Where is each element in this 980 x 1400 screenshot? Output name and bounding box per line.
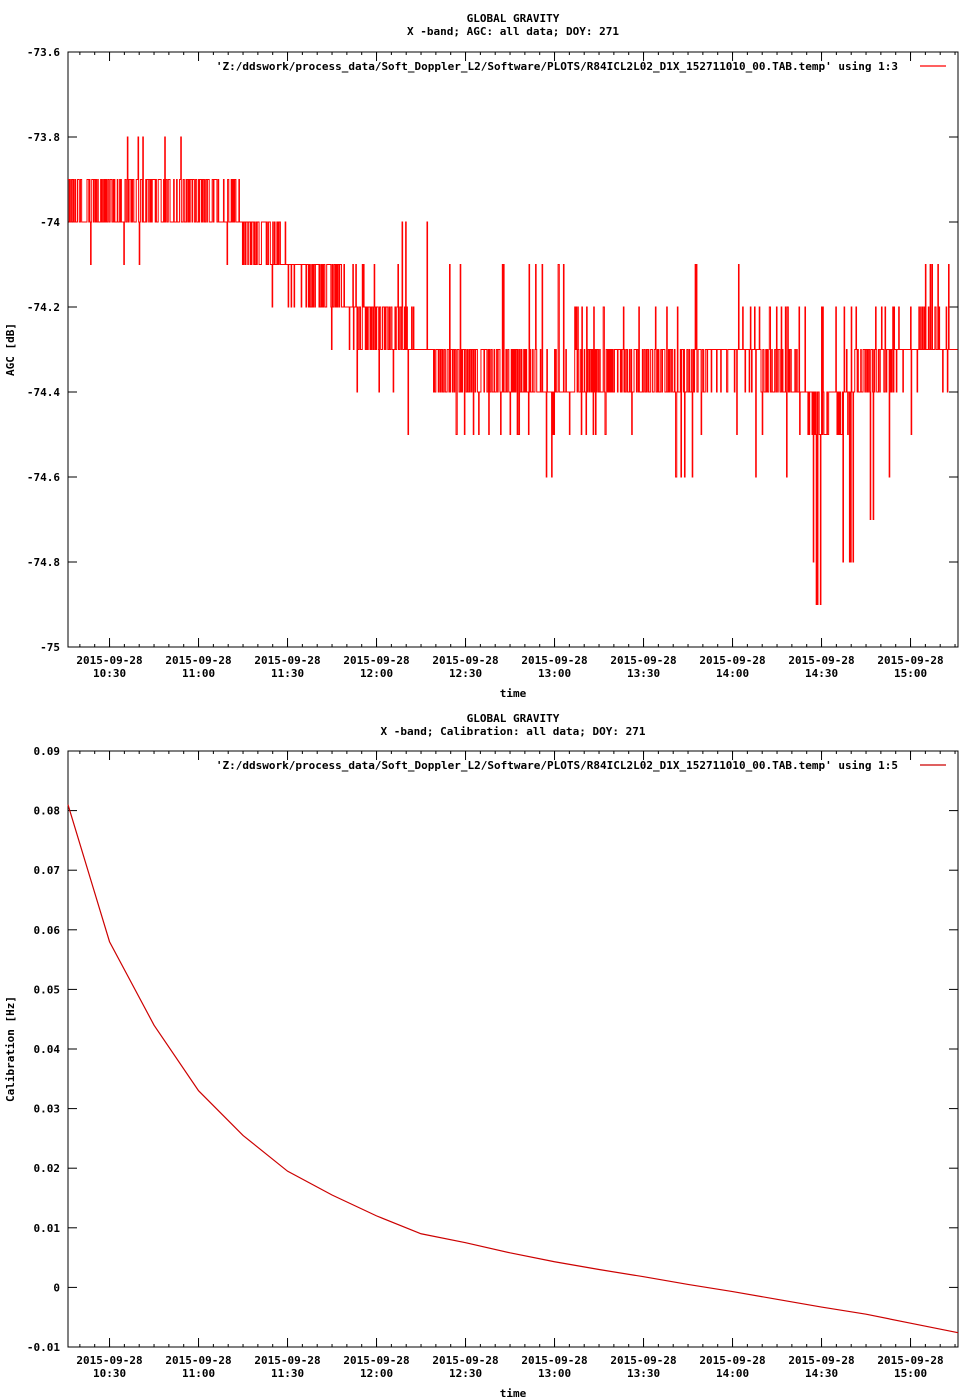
calibration-x-tick-date: 2015-09-28 [432, 1354, 498, 1367]
calibration-x-tick-date: 2015-09-28 [343, 1354, 409, 1367]
agc-x-tick-label: 11:00 [182, 667, 215, 680]
calibration-y-tick-label: -0.01 [27, 1341, 60, 1354]
calibration-y-tick-label: 0.05 [34, 983, 61, 996]
calibration-y-tick-label: 0.07 [34, 864, 61, 877]
calibration-x-tick-label: 12:30 [449, 1367, 482, 1380]
calibration-chart-title: GLOBAL GRAVITY [467, 712, 560, 725]
agc-series-line [68, 136, 958, 605]
agc-chart-subtitle: X -band; AGC: all data; DOY: 271 [407, 25, 619, 38]
agc-x-tick-date: 2015-09-28 [432, 654, 498, 667]
agc-y-tick-label: -74.8 [27, 556, 60, 569]
calibration-x-tick-date: 2015-09-28 [877, 1354, 943, 1367]
agc-plot-frame [67, 51, 959, 648]
agc-y-axis-label: AGC [dB] [4, 323, 17, 376]
calibration-y-tick-label: 0.03 [34, 1103, 61, 1116]
agc-x-tick-date: 2015-09-28 [165, 654, 231, 667]
agc-x-tick-label: 10:30 [93, 667, 126, 680]
agc-x-tick-label: 15:00 [894, 667, 927, 680]
calibration-x-axis-label: time [500, 1387, 527, 1400]
calibration-x-tick-date: 2015-09-28 [521, 1354, 587, 1367]
agc-x-tick-label: 13:00 [538, 667, 571, 680]
calibration-y-axis-label: Calibration [Hz] [4, 996, 17, 1102]
calibration-y-tick-label: 0.04 [34, 1043, 61, 1056]
calibration-series-line [67, 804, 959, 1334]
calibration-x-tick-label: 10:30 [93, 1367, 126, 1380]
calibration-x-tick-date: 2015-09-28 [699, 1354, 765, 1367]
agc-x-tick-date: 2015-09-28 [521, 654, 587, 667]
agc-x-tick-date: 2015-09-28 [254, 654, 320, 667]
calibration-y-tick-label: 0.02 [34, 1162, 61, 1175]
calibration-x-tick-date: 2015-09-28 [254, 1354, 320, 1367]
agc-y-tick-label: -73.8 [27, 131, 60, 144]
agc-chart-panel: GLOBAL GRAVITY X -band; AGC: all data; D… [4, 12, 959, 700]
calibration-x-tick-label: 11:30 [271, 1367, 304, 1380]
agc-y-tick-label: -73.6 [27, 46, 60, 59]
calibration-y-tick-label: 0.06 [34, 924, 61, 937]
agc-x-tick-date: 2015-09-28 [76, 654, 142, 667]
agc-x-tick-label: 12:30 [449, 667, 482, 680]
calibration-x-tick-date: 2015-09-28 [610, 1354, 676, 1367]
calibration-x-tick-date: 2015-09-28 [76, 1354, 142, 1367]
calibration-x-tick-label: 12:00 [360, 1367, 393, 1380]
agc-x-tick-label: 14:30 [805, 667, 838, 680]
calibration-x-tick-label: 11:00 [182, 1367, 215, 1380]
calibration-y-tick-label: 0 [53, 1281, 60, 1294]
calibration-x-tick-label: 15:00 [894, 1367, 927, 1380]
agc-x-tick-label: 13:30 [627, 667, 660, 680]
calibration-chart-subtitle: X -band; Calibration: all data; DOY: 271 [381, 725, 646, 738]
calibration-x-tick-date: 2015-09-28 [788, 1354, 854, 1367]
agc-x-tick-label: 12:00 [360, 667, 393, 680]
agc-y-tick-label: -74 [40, 216, 60, 229]
agc-y-tick-label: -75 [40, 641, 60, 654]
agc-x-tick-date: 2015-09-28 [699, 654, 765, 667]
calibration-plot-frame [67, 750, 959, 1348]
agc-y-tick-label: -74.6 [27, 471, 60, 484]
calibration-x-tick-date: 2015-09-28 [165, 1354, 231, 1367]
agc-x-tick-date: 2015-09-28 [343, 654, 409, 667]
agc-y-tick-label: -74.4 [27, 386, 60, 399]
agc-legend-label: 'Z:/ddswork/process_data/Soft_Doppler_L2… [216, 60, 898, 73]
agc-x-tick-date: 2015-09-28 [877, 654, 943, 667]
calibration-y-tick-label: 0.01 [34, 1222, 61, 1235]
calibration-chart-panel: GLOBAL GRAVITY X -band; Calibration: all… [4, 712, 959, 1400]
agc-y-tick-label: -74.2 [27, 301, 60, 314]
calibration-x-tick-label: 14:30 [805, 1367, 838, 1380]
agc-x-tick-date: 2015-09-28 [788, 654, 854, 667]
calibration-x-tick-label: 13:30 [627, 1367, 660, 1380]
agc-chart-title: GLOBAL GRAVITY [467, 12, 560, 25]
calibration-legend-label: 'Z:/ddswork/process_data/Soft_Doppler_L2… [216, 759, 898, 772]
agc-x-tick-label: 11:30 [271, 667, 304, 680]
calibration-x-tick-label: 13:00 [538, 1367, 571, 1380]
agc-x-axis-label: time [500, 687, 527, 700]
calibration-y-tick-label: 0.08 [34, 805, 61, 818]
agc-x-tick-date: 2015-09-28 [610, 654, 676, 667]
calibration-x-tick-label: 14:00 [716, 1367, 749, 1380]
calibration-y-tick-label: 0.09 [34, 745, 61, 758]
agc-x-tick-label: 14:00 [716, 667, 749, 680]
